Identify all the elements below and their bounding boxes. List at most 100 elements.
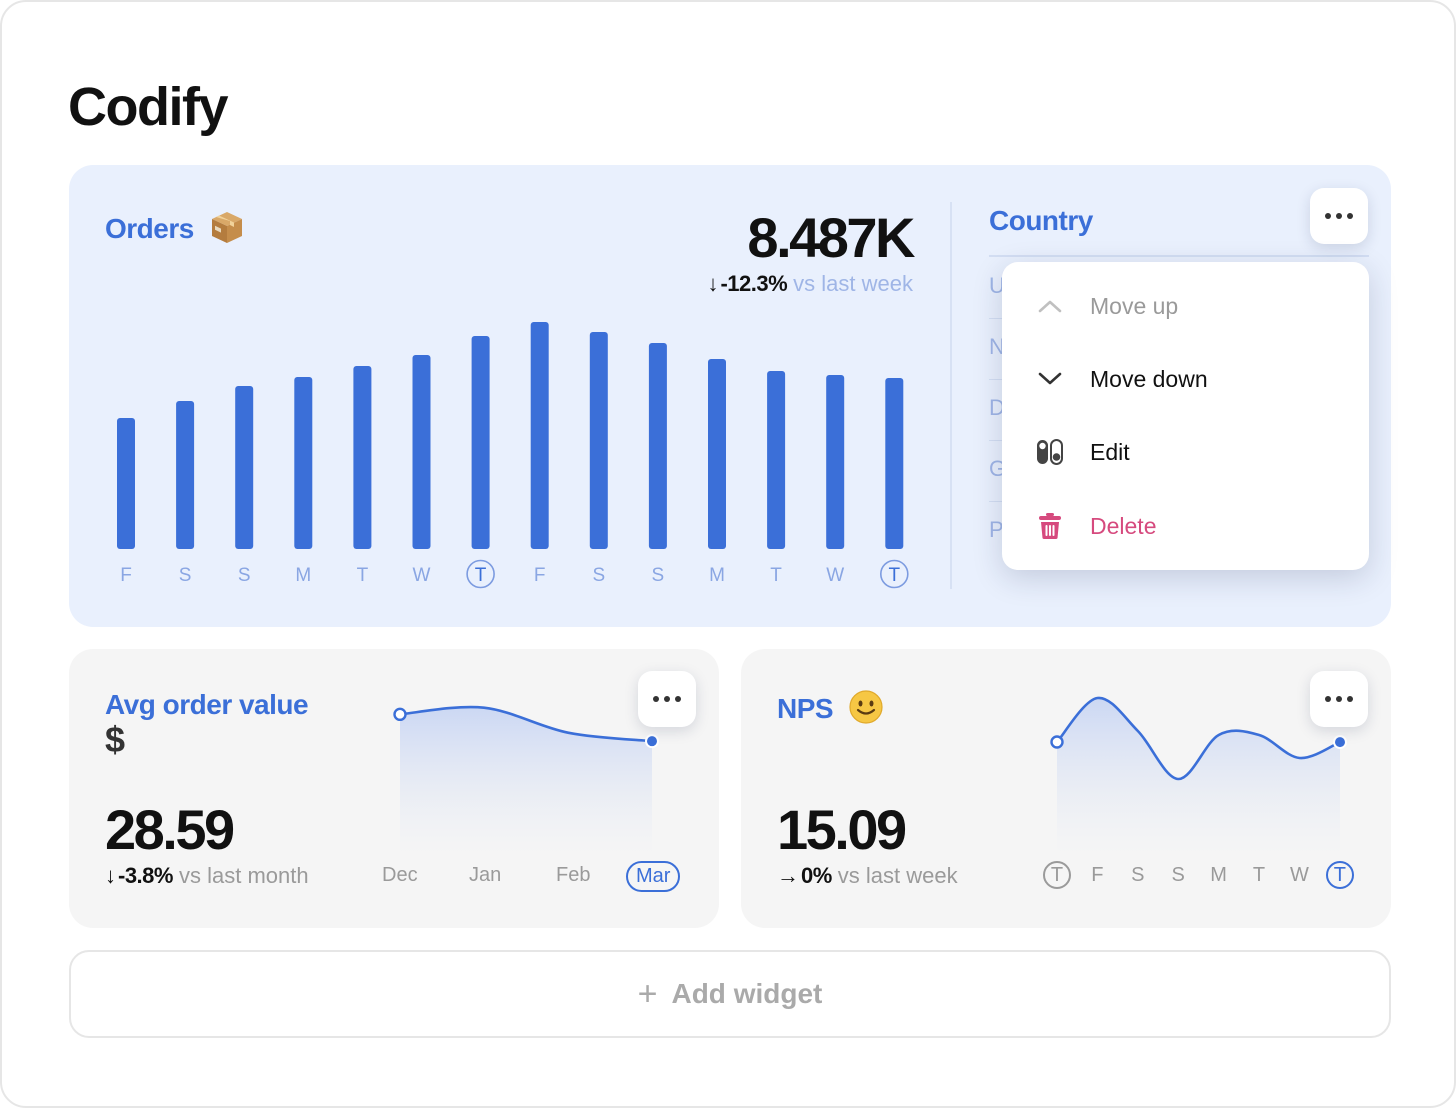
- orders-tick-label: M: [295, 565, 311, 586]
- orders-bar: [530, 322, 549, 549]
- nps-title-label: NPS: [777, 692, 834, 724]
- chart-end-point: [645, 734, 659, 749]
- orders-tick-label: T: [888, 565, 900, 586]
- orders-bar: [235, 386, 254, 549]
- menu-item-edit[interactable]: Edit: [1002, 422, 1369, 482]
- nps-tick-label: T: [1252, 863, 1266, 886]
- highlight-ring: [466, 559, 495, 589]
- avg-order-tick-label: Jan: [469, 864, 502, 886]
- avg-order-more-button[interactable]: [638, 671, 696, 727]
- ellipsis-icon: [1336, 213, 1342, 219]
- orders-bar: [412, 355, 431, 549]
- orders-tick-label: S: [179, 565, 192, 586]
- ellipsis-icon: [664, 696, 670, 702]
- menu-item-label: Move up: [1090, 292, 1179, 319]
- nps-more-button[interactable]: [1310, 671, 1368, 727]
- orders-bar: [294, 377, 313, 549]
- arrow-down-icon: ↓: [707, 271, 719, 296]
- arrow-right-icon: →: [777, 863, 799, 888]
- orders-bar: [589, 332, 608, 549]
- orders-delta: ↓-12.3% vs last week: [707, 271, 913, 297]
- orders-tick-label: F: [120, 565, 132, 586]
- add-widget-label: Add widget: [671, 978, 823, 1009]
- avg-order-delta-value: -3.8%: [118, 863, 173, 888]
- nps-delta-value: 0%: [801, 863, 832, 888]
- avg-order-delta: ↓-3.8% vs last month: [105, 863, 309, 889]
- orders-tick-label: T: [770, 565, 782, 586]
- ellipsis-icon: [1347, 696, 1353, 702]
- orders-bar: [885, 378, 904, 549]
- country-row-label: U: [989, 273, 1005, 298]
- nps-title: NPS: [777, 689, 884, 732]
- avg-order-tick-label: Feb: [556, 864, 591, 886]
- orders-title-label: Orders: [105, 212, 194, 244]
- orders-tick-label: T: [357, 565, 369, 586]
- orders-bar: [826, 375, 845, 549]
- chart-area-fill: [400, 707, 652, 854]
- avg-order-tick-label: Dec: [382, 864, 418, 886]
- widget-context-menu: Move up Move down Edit: [1002, 262, 1369, 570]
- ellipsis-icon: [1336, 696, 1342, 702]
- avg-order-widget: Avg order value $ 28.59 ↓-3.8% vs last mo…: [69, 649, 719, 928]
- orders-tick-label: T: [475, 565, 487, 586]
- nps-delta: →0% vs last week: [777, 863, 958, 889]
- orders-bar: [176, 401, 195, 549]
- toggle-icon: [1034, 436, 1066, 468]
- package-icon: [209, 209, 245, 252]
- orders-tick-label: M: [709, 565, 725, 586]
- nps-value: 15.09: [777, 798, 907, 861]
- add-widget-button[interactable]: + Add widget: [69, 950, 1391, 1038]
- ellipsis-icon: [675, 696, 681, 702]
- orders-bar: [767, 371, 786, 549]
- nps-line-chart: [1050, 696, 1347, 854]
- widget-divider: [950, 202, 952, 589]
- orders-tick-label: F: [534, 565, 546, 586]
- menu-item-delete[interactable]: Delete: [1002, 496, 1369, 556]
- avg-order-area-chart: [393, 705, 659, 854]
- orders-bar: [708, 359, 726, 549]
- orders-tick-label: S: [652, 565, 665, 586]
- ellipsis-icon: [653, 696, 659, 702]
- country-more-button[interactable]: [1310, 188, 1368, 244]
- highlight-ring: [879, 559, 909, 589]
- orders-delta-label: vs last week: [793, 271, 913, 296]
- page-title: Codify: [68, 77, 229, 137]
- orders-tick-label: W: [826, 565, 844, 586]
- nps-tick-label: M: [1210, 863, 1227, 886]
- menu-item-move-down[interactable]: Move down: [1002, 349, 1369, 409]
- nps-tick-label: F: [1091, 863, 1104, 886]
- country-row-label: D: [989, 395, 1005, 420]
- menu-item-label: Move down: [1090, 365, 1208, 392]
- chart-start-point: [393, 707, 407, 722]
- orders-bar: [353, 366, 372, 549]
- chart-area-fill: [1057, 697, 1340, 854]
- chart-start-point: [1050, 735, 1064, 749]
- orders-bar: [117, 418, 135, 549]
- country-title: Country: [989, 205, 1093, 236]
- ellipsis-icon: [1325, 213, 1331, 219]
- nps-tick-label: T: [1325, 861, 1354, 889]
- orders-tick-label: W: [413, 565, 431, 586]
- menu-item-label: Edit: [1090, 438, 1130, 465]
- plus-icon: +: [637, 974, 658, 1013]
- orders-delta-value: -12.3%: [720, 271, 788, 296]
- orders-total: 8.487K: [747, 206, 915, 269]
- chart-series-line: [1056, 696, 1341, 781]
- avg-order-delta-label: vs last month: [178, 863, 309, 888]
- chart-end-point: [1333, 735, 1347, 750]
- orders-tick-label: S: [592, 565, 605, 586]
- chevron-up-icon: [1034, 290, 1066, 322]
- orders-bar: [648, 343, 667, 549]
- menu-item-move-up[interactable]: Move up: [1002, 276, 1369, 336]
- avg-order-value: 28.59: [105, 798, 235, 861]
- country-row-label: G: [989, 456, 1007, 481]
- chart-series-line: [399, 705, 653, 743]
- arrow-down-icon: ↓: [105, 863, 116, 888]
- ellipsis-icon: [1325, 696, 1331, 702]
- ellipsis-icon: [1347, 213, 1353, 219]
- trash-icon: [1034, 510, 1066, 542]
- currency-symbol: $: [105, 719, 126, 760]
- avg-order-tick-label: Mar: [626, 861, 681, 892]
